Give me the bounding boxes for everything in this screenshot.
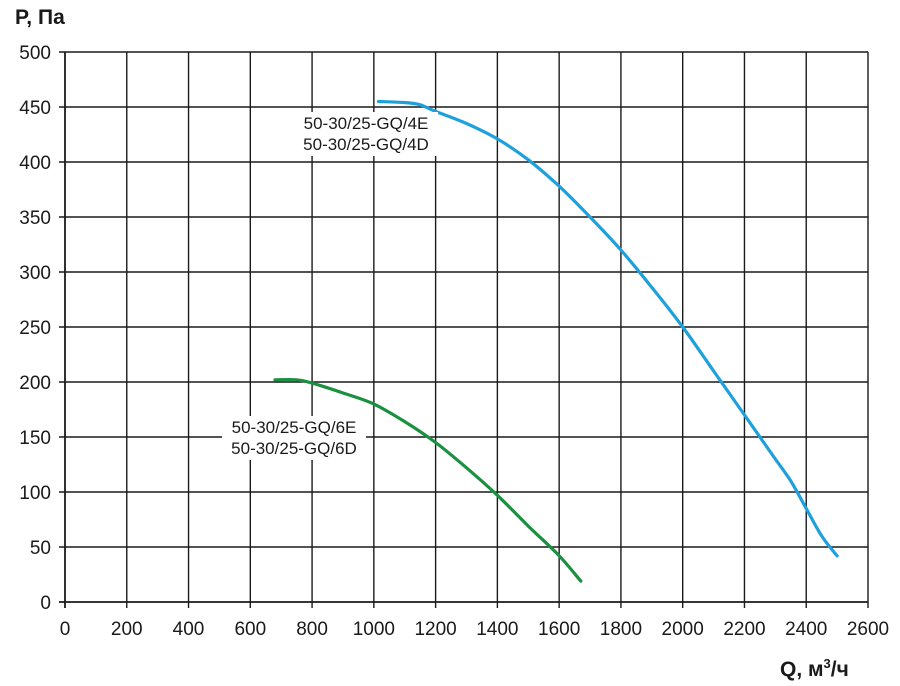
x-axis-title-main: Q, м bbox=[780, 658, 824, 681]
series-label: 50-30/25-GQ/6E bbox=[232, 418, 357, 437]
grid bbox=[59, 51, 869, 608]
y-tick-label: 150 bbox=[19, 428, 51, 449]
x-tick-label: 1200 bbox=[414, 619, 456, 640]
x-tick-label: 400 bbox=[173, 619, 205, 640]
x-tick-label: 1000 bbox=[353, 619, 395, 640]
y-tick-label: 0 bbox=[40, 593, 51, 614]
x-tick-label: 1600 bbox=[538, 619, 580, 640]
x-tick-label: 0 bbox=[60, 619, 71, 640]
tick-labels: 0 200 400 600 800 1000 1200 1400 1600 1800 2000 220… bbox=[19, 43, 889, 640]
x-tick-label: 2400 bbox=[785, 619, 827, 640]
y-tick-label: 100 bbox=[19, 483, 51, 504]
y-tick-label: 300 bbox=[19, 263, 51, 284]
x-axis-title: Q, м3/ч bbox=[780, 656, 849, 681]
y-tick-label: 200 bbox=[19, 373, 51, 394]
x-tick-label: 800 bbox=[296, 619, 328, 640]
y-tick-label: 250 bbox=[19, 318, 51, 339]
y-tick-label: 350 bbox=[19, 208, 51, 229]
x-tick-label: 1800 bbox=[600, 619, 642, 640]
x-tick-label: 2000 bbox=[662, 619, 704, 640]
x-tick-label: 1400 bbox=[476, 619, 518, 640]
series-label-bg bbox=[294, 112, 438, 156]
y-tick-label: 450 bbox=[19, 98, 51, 119]
y-axis-title: P, Па bbox=[15, 6, 65, 29]
y-tick-label: 50 bbox=[30, 538, 51, 559]
series-label: 50-30/25-GQ/6D bbox=[231, 439, 357, 458]
x-axis-title-sup: 3 bbox=[824, 656, 831, 671]
x-tick-label: 600 bbox=[234, 619, 266, 640]
series-label-bg bbox=[222, 416, 366, 460]
x-tick-label: 2600 bbox=[847, 619, 889, 640]
series-label: 50-30/25-GQ/4E bbox=[304, 114, 429, 133]
x-tick-label: 2200 bbox=[723, 619, 765, 640]
y-tick-label: 500 bbox=[19, 43, 51, 64]
x-axis-title-tail: /ч bbox=[831, 658, 849, 681]
series-curves bbox=[273, 99, 839, 583]
series-curve-1 bbox=[376, 99, 839, 558]
x-tick-label: 200 bbox=[111, 619, 143, 640]
y-tick-label: 400 bbox=[19, 153, 51, 174]
series-label: 50-30/25-GQ/4D bbox=[303, 135, 429, 154]
series-curve-2 bbox=[273, 377, 583, 583]
series-labels: 50-30/25-GQ/4E 50-30/25-GQ/4D 50-30/25-GQ/… bbox=[222, 112, 438, 460]
